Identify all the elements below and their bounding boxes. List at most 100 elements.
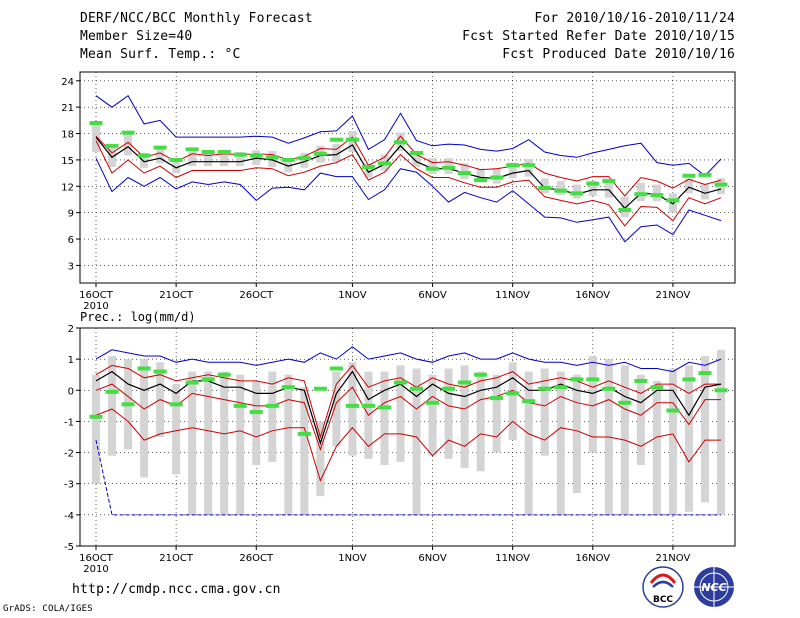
prec-obs-mark (522, 399, 536, 404)
prec-spread-box (524, 371, 533, 515)
prec-y-tick-label: -2 (64, 449, 74, 460)
temp-spread-box (412, 152, 421, 167)
temp-obs-mark (217, 150, 231, 155)
temp-obs-mark (169, 157, 183, 162)
prec-spread-box (717, 349, 725, 515)
temp-obs-mark (121, 130, 135, 135)
prec-obs-mark (554, 385, 568, 390)
prec-plot-frame (79, 327, 736, 547)
temp-x-tick-label: 6NOV (418, 290, 447, 301)
prec-obs-mark (329, 366, 343, 371)
temp-spread-box (428, 158, 437, 174)
prec-obs-mark (377, 405, 391, 410)
prec-obs-mark (249, 410, 263, 415)
prec-obs-mark (618, 400, 632, 405)
temp-plot-frame (79, 71, 736, 284)
prec-spread-box (172, 384, 181, 475)
prec-obs-mark (410, 386, 424, 391)
prec-obs-mark (265, 403, 279, 408)
temp-y-tick-label: 15 (61, 156, 74, 167)
prec-panel-title: Prec.: log(mm/d) (80, 310, 196, 324)
temp-spread-box (508, 162, 517, 179)
temp-obs-mark (570, 191, 584, 196)
prec-x-tick-label: 16OCT (79, 553, 114, 564)
temp-obs-mark (89, 120, 103, 125)
temp-obs-mark (185, 147, 199, 152)
prec-obs-mark (121, 402, 135, 407)
temp-spread-box (364, 163, 373, 178)
prec-obs-mark (217, 372, 231, 377)
forecast-period-label: For 2010/10/16-2010/11/24 (534, 11, 735, 26)
temp-obs-mark (105, 143, 119, 148)
prec-spread-box (668, 368, 677, 515)
temp-spread-box (636, 182, 645, 202)
prec-series-max (95, 346, 722, 373)
prec-obs-mark (698, 371, 712, 376)
prec-obs-mark (89, 414, 103, 419)
temp-obs-mark (458, 171, 472, 176)
prec-obs-mark (313, 386, 327, 391)
prec-spread-box (412, 368, 421, 515)
temp-spread-box (236, 152, 245, 167)
temp-obs-mark (682, 173, 696, 178)
temp-obs-mark (586, 181, 600, 186)
temp-obs-mark (329, 137, 343, 142)
temp-obs-mark (313, 151, 327, 156)
temp-spread-box (172, 159, 181, 174)
temp-y-tick-label: 21 (61, 103, 74, 114)
prec-obs-mark (361, 403, 375, 408)
prec-obs-mark (682, 377, 696, 382)
prec-spread-box (460, 365, 469, 469)
prec-spread-box (396, 365, 405, 462)
prec-spread-box (652, 380, 661, 515)
prec-x-tick-label: 26OCT (239, 553, 274, 564)
temp-series-lower (95, 140, 722, 227)
temp-y-tick-label: 18 (61, 130, 74, 141)
temp-obs-mark (634, 192, 648, 197)
prec-x-tick-label: 6NOV (418, 553, 447, 564)
temp-spread-box (156, 147, 165, 164)
temp-x-tick-label: 21NOV (656, 290, 691, 301)
prec-obs-mark (393, 380, 407, 385)
prec-spread-box (220, 371, 229, 515)
prec-series-mean (95, 370, 722, 446)
prec-spread-box (572, 374, 581, 494)
temp-spread-box (476, 168, 485, 182)
prec-spread-box (268, 371, 277, 462)
prec-obs-mark (185, 380, 199, 385)
prec-spread-box (444, 368, 453, 459)
source-url[interactable]: http://cmdp.ncc.cma.gov.cn (72, 582, 281, 597)
temp-obs-mark (698, 172, 712, 177)
prec-obs-mark (137, 366, 151, 371)
temp-obs-mark (522, 163, 536, 168)
temp-obs-mark (137, 153, 151, 158)
member-size-label: Member Size=40 (80, 29, 193, 44)
temp-spread-box (540, 178, 549, 194)
temp-obs-mark (393, 140, 407, 145)
prec-series-upper (95, 364, 721, 439)
prec-spread-box (108, 356, 117, 456)
prec-y-tick-label: 2 (68, 324, 74, 335)
temp-spread-box (284, 158, 293, 173)
prec-y-tick-label: -1 (64, 417, 74, 428)
temp-x-tick-label: 16NOV (575, 290, 610, 301)
prec-obs-mark (474, 372, 488, 377)
temp-y-tick-label: 12 (61, 182, 74, 193)
variable-label: Mean Surf. Temp.: °C (80, 47, 241, 62)
temp-y-tick-label: 24 (61, 77, 74, 88)
temp-spread-box (588, 181, 597, 196)
prec-obs-mark (506, 391, 520, 396)
temp-spread-box (300, 152, 309, 168)
prec-y-tick-label: -4 (64, 511, 74, 522)
temp-obs-mark (618, 208, 632, 213)
prec-obs-mark (233, 403, 247, 408)
prec-obs-mark (570, 377, 584, 382)
temp-spread-box (556, 181, 565, 196)
temp-spread-box (188, 152, 197, 167)
prec-obs-mark (281, 385, 295, 390)
prec-spread-box (428, 374, 437, 456)
temp-obs-mark (538, 186, 552, 191)
prec-spread-box (540, 368, 549, 456)
prec-spread-box (476, 371, 485, 472)
